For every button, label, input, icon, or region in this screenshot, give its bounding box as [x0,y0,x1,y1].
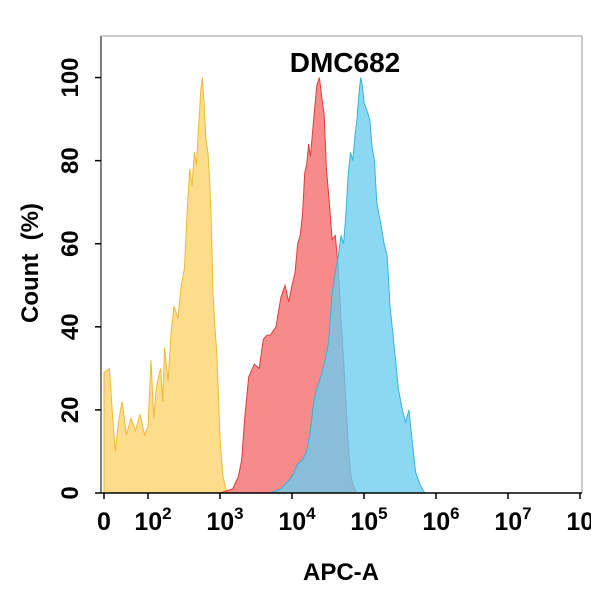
x-tick-label: 108 [566,504,591,536]
x-tick-label: 104 [278,504,316,536]
y-axis-ticks: 0 20 40 60 80 100 [57,57,101,500]
x-tick-label: 106 [422,504,459,536]
y-tick-label: 80 [57,147,84,174]
y-axis-label: Count (%) [17,203,44,323]
y-tick-label: 20 [57,397,84,424]
x-axis-ticks: 0 102 103 104 105 106 107 108 [97,493,591,536]
chart-title: DMC682 [290,47,400,78]
x-tick-label: 103 [206,504,243,536]
x-tick-label: 105 [350,504,387,536]
series-3-area [220,77,429,494]
y-tick-label: 60 [57,230,84,257]
y-tick-label: 100 [57,57,84,97]
y-tick-label: 0 [57,486,84,499]
x-tick-label: 0 [97,508,111,536]
x-axis-label: APC-A [303,559,379,586]
x-tick-label: 102 [134,504,171,536]
y-tick-label: 40 [57,313,84,340]
x-tick-label: 107 [494,504,531,536]
plot-area [103,77,436,494]
series-1-area [103,77,231,494]
